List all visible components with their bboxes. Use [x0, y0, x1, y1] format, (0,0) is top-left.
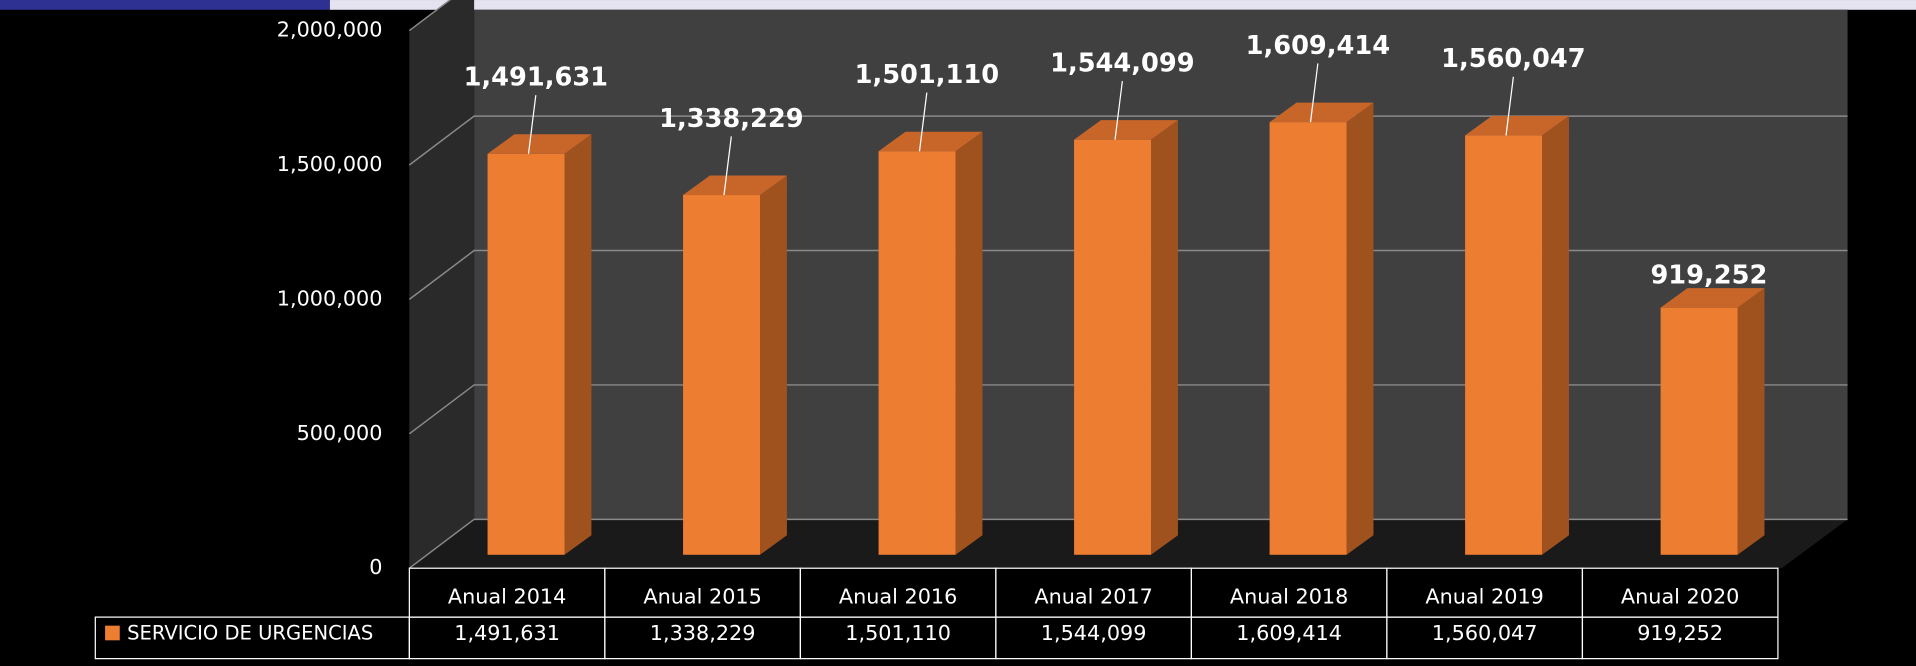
table-value: 1,609,414: [1236, 621, 1342, 645]
table-value: 1,491,631: [454, 621, 560, 645]
data-label: 1,501,110: [855, 60, 999, 90]
data-label: 1,491,631: [464, 63, 608, 93]
y-tick-label: 500,000: [297, 421, 383, 445]
leader-line: [1114, 80, 1123, 140]
grid-line: [408, 384, 1848, 435]
bar: [487, 153, 565, 555]
legend-swatch: [105, 625, 120, 641]
table-value: 1,501,110: [845, 621, 951, 645]
bar-side: [1542, 115, 1569, 555]
grid-line: [408, 249, 1848, 300]
grid-line: [408, 518, 1848, 569]
table-value: 1,560,047: [1432, 621, 1538, 645]
x-tick-label: Anual 2017: [1034, 585, 1152, 609]
y-tick-label: 1,500,000: [277, 152, 383, 176]
x-tick-label: Anual 2020: [1621, 585, 1739, 609]
y-tick-label: 2,000,000: [277, 18, 383, 42]
bar-side: [1737, 288, 1765, 555]
bar: [1074, 139, 1152, 555]
leader-line: [1505, 76, 1514, 136]
y-tick-label: 1,000,000: [277, 286, 383, 310]
bar: [683, 195, 761, 555]
table-value: 1,544,099: [1041, 621, 1147, 645]
leader-line: [1309, 63, 1319, 123]
bar: [1269, 122, 1347, 555]
leader-line: [918, 92, 928, 152]
bar-side: [955, 131, 983, 555]
table-cell: [1581, 616, 1779, 660]
table-value: 1,338,229: [650, 621, 756, 645]
legend-label: SERVICIO DE URGENCIAS: [127, 622, 373, 645]
x-tick-label: Anual 2015: [643, 585, 761, 609]
x-tick-label: Anual 2018: [1230, 585, 1348, 609]
x-tick-label: Anual 2014: [448, 585, 566, 609]
top-band: [0, 0, 330, 10]
data-label: 1,338,229: [659, 104, 803, 134]
leader-line: [723, 136, 732, 196]
data-label: 1,560,047: [1441, 44, 1585, 74]
x-tick-label: Anual 2019: [1425, 585, 1543, 609]
x-tick-label: Anual 2016: [839, 585, 957, 609]
bar-top: [878, 131, 983, 152]
bar-side: [1346, 102, 1374, 555]
bar-top: [1660, 288, 1765, 308]
bar-side: [564, 134, 592, 555]
data-label: 919,252: [1650, 260, 1767, 290]
bar: [878, 151, 956, 555]
bar-top: [1074, 120, 1178, 140]
bar: [1465, 135, 1543, 555]
table-value: 919,252: [1637, 621, 1723, 645]
bar-top: [1465, 115, 1569, 136]
bar-side: [1151, 120, 1178, 555]
data-label: 1,609,414: [1246, 31, 1390, 61]
bar-side: [760, 175, 787, 555]
bar-top: [487, 134, 592, 154]
data-label: 1,544,099: [1050, 48, 1194, 78]
bar: [1660, 307, 1738, 555]
table-cell: [94, 616, 410, 660]
bar-top: [683, 175, 787, 196]
grid-line: [408, 0, 452, 32]
grid-line: [408, 115, 1848, 166]
leader-line: [527, 95, 537, 154]
bar-top: [1269, 102, 1374, 123]
y-tick-label: 0: [369, 555, 382, 579]
side-wall: [409, 0, 475, 569]
top-strip: [329, 0, 1916, 10]
